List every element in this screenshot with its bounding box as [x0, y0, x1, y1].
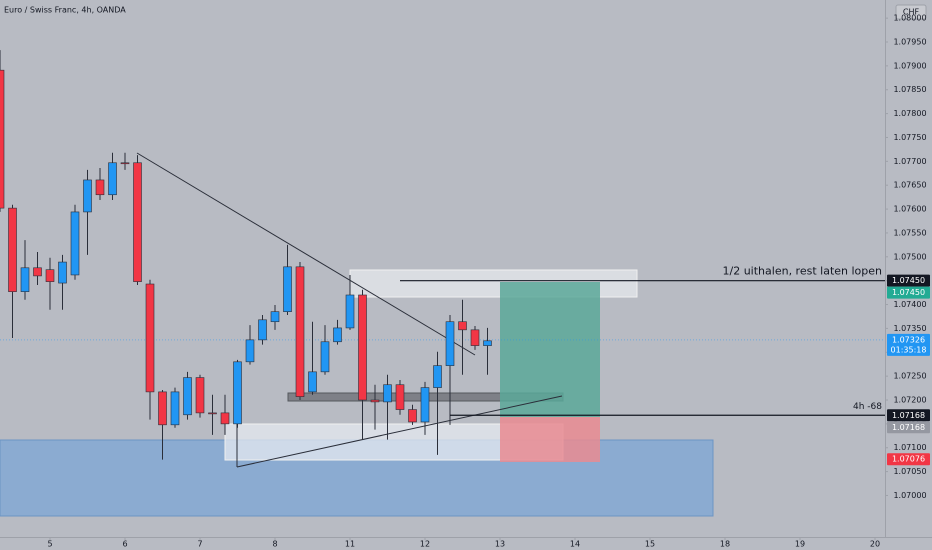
y-tick-label: 1.07100: [893, 443, 926, 452]
x-tick-label: 6: [122, 540, 127, 549]
currency-box: [895, 4, 927, 20]
candle-body: [83, 179, 92, 213]
x-tick-label: 12: [420, 540, 430, 549]
candle-body: [458, 321, 467, 331]
candle-body: [233, 361, 242, 425]
chart-title: Euro / Swiss Franc, 4h, OANDA: [4, 6, 126, 15]
y-tick-label: 1.07650: [893, 181, 926, 190]
candle-body: [120, 162, 130, 165]
y-tick-label: 1.07800: [893, 109, 926, 118]
candle-body: [8, 207, 17, 292]
candle-body: [170, 391, 180, 426]
candle-body: [270, 311, 280, 323]
level-label: 1/2 uithalen, rest laten lopen: [723, 265, 883, 278]
y-tick-label: 1.07050: [893, 467, 926, 476]
candle-body: [70, 211, 80, 276]
price-badge: [887, 409, 930, 422]
price-badge-label: 1.07168: [892, 423, 925, 432]
position-target: [500, 282, 600, 417]
y-tick-label: 1.07750: [893, 133, 926, 142]
trend-line: [236, 395, 563, 468]
candle-body: [58, 261, 67, 284]
candle-body: [108, 162, 117, 196]
candle-body: [95, 179, 105, 196]
y-tick-label: 1.07250: [893, 372, 926, 381]
candle-body: [133, 162, 142, 282]
price-badge-label: 1.07450: [892, 288, 925, 297]
candle-body: [433, 365, 442, 388]
y-tick-label: 1.07550: [893, 228, 926, 237]
y-tick-label: 1.08000: [893, 14, 926, 23]
trend-line: [136, 152, 476, 356]
candle-body: [33, 267, 42, 277]
x-tick-label: 14: [570, 540, 580, 549]
price-badge-label: 1.07168: [892, 411, 925, 420]
candle-body: [445, 321, 455, 366]
candle-body: [145, 283, 155, 393]
candle-body: [195, 377, 205, 414]
candle-body: [470, 329, 480, 346]
candle-body: [20, 267, 30, 292]
x-tick-label: 5: [47, 540, 52, 549]
candle-body: [0, 69, 5, 209]
x-tick-label: 11: [345, 540, 355, 549]
candle-body: [158, 391, 167, 426]
y-tick-label: 1.07950: [893, 38, 926, 47]
x-tick-label: 13: [495, 540, 505, 549]
currency: CHF: [903, 8, 920, 17]
position-stop: [500, 417, 600, 462]
candle-body: [295, 266, 305, 397]
y-tick-label: 1.07500: [893, 252, 926, 261]
x-tick-label: 15: [645, 540, 655, 549]
price-badge-label: 1.07326: [892, 335, 925, 344]
y-tick-label: 1.07900: [893, 61, 926, 70]
x-tick-label: 20: [870, 540, 880, 549]
candle-body: [283, 266, 292, 312]
price-badge: [887, 333, 930, 356]
y-tick-label: 1.07200: [893, 396, 926, 405]
x-tick-label: 19: [795, 540, 805, 549]
candle-body: [383, 384, 392, 403]
candle-body: [483, 340, 492, 346]
candle-body: [308, 371, 317, 393]
y-tick-label: 1.07600: [893, 205, 926, 214]
candle-body: [370, 399, 380, 403]
candle-body: [420, 387, 430, 423]
candle-body: [45, 269, 55, 282]
y-tick-label: 1.07350: [893, 324, 926, 333]
price-badge-label: 1.07076: [892, 455, 925, 464]
price-badge: [887, 286, 930, 299]
price-badge: [887, 453, 930, 466]
candle-body: [333, 327, 342, 343]
y-tick-label: 1.07850: [893, 85, 926, 94]
x-tick-label: 8: [272, 540, 277, 549]
price-badge-countdown: 01:35:18: [891, 345, 927, 354]
candle-body: [320, 341, 330, 373]
candle-body: [408, 409, 417, 423]
candle-body: [220, 412, 230, 425]
y-tick-label: 1.07400: [893, 300, 926, 309]
candle-body: [358, 294, 367, 401]
candle-body: [208, 412, 217, 415]
candle-body: [245, 339, 255, 363]
y-tick-label: 1.07700: [893, 157, 926, 166]
candle-body: [183, 377, 192, 416]
price-badge-label: 1.07450: [892, 276, 925, 285]
price-badge: [887, 421, 930, 434]
candle-body: [258, 319, 267, 341]
level-label: 4h -68: [853, 402, 882, 412]
y-tick-label: 1.07000: [893, 491, 926, 500]
price-badge: [887, 274, 930, 287]
x-tick-label: 18: [720, 540, 730, 549]
candle-body: [395, 384, 405, 410]
x-tick-label: 7: [197, 540, 202, 549]
plot: [0, 50, 885, 460]
candle-body: [345, 294, 355, 329]
